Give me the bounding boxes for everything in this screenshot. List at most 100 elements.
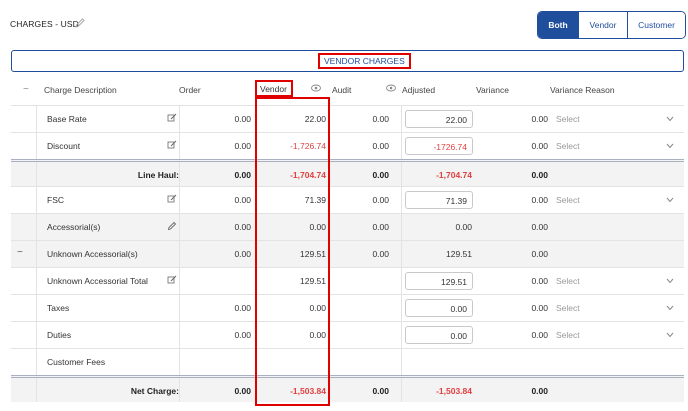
variance-reason-select[interactable]: Select [552,110,678,128]
table-row: Discount 0.00 -1,726.74 0.00 -1726.74 0.… [11,132,684,159]
order-value: 0.00 [234,141,251,151]
charge-description: Unknown Accessorial Total [47,276,148,286]
collapse-all-toggle[interactable]: − [23,84,29,95]
net-charge-label: Net Charge: [130,386,179,396]
vendor-value: 0.00 [309,303,326,313]
variance-reason-select[interactable]: Select [552,137,678,155]
table-header: − Charge Description Order Vendor Audit … [11,76,684,105]
toggle-both[interactable]: Both [538,12,578,38]
audit-value: 0.00 [372,222,389,232]
audit-value: 0.00 [372,141,389,151]
chevron-down-icon [666,332,674,338]
order-value: 0.00 [234,249,251,259]
adjusted-input[interactable]: 0.00 [405,326,473,344]
table-row: FSC 0.00 71.39 0.00 71.39 0.00 Select [11,186,684,213]
collapse-toggle[interactable]: − [17,247,23,258]
order-value: 0.00 [234,195,251,205]
chevron-down-icon [666,278,674,284]
order-value: 0.00 [234,303,251,313]
table-row: Base Rate 0.00 22.00 0.00 22.00 0.00 Sel… [11,105,684,132]
adjusted-input[interactable]: 129.51 [405,272,473,290]
pencil-icon[interactable] [167,221,177,231]
vendor-value: 129.51 [300,249,326,259]
edit-icon[interactable] [167,194,177,204]
variance-value: 0.00 [531,249,548,259]
pencil-icon[interactable] [74,17,86,29]
audit-value: 0.00 [372,386,389,396]
charge-description: Base Rate [47,114,87,124]
order-value: 0.00 [234,330,251,340]
vendor-charges-bar: VENDOR CHARGES [11,50,684,72]
variance-reason-select[interactable]: Select [552,326,678,344]
audit-value: 0.00 [372,249,389,259]
header: CHARGES - USD Both Vendor Customer [0,0,688,50]
order-value: 0.00 [234,222,251,232]
charge-description: Accessorial(s) [47,222,101,232]
col-vendor: Vendor [255,80,293,97]
table-row: Duties 0.00 0.00 0.00 0.00 Select [11,321,684,348]
table-row: − Unknown Accessorial(s) 0.00 129.51 0.0… [11,240,684,267]
table-row: Accessorial(s) 0.00 0.00 0.00 0.00 0.00 [11,213,684,240]
variance-reason-select[interactable]: Select [552,191,678,209]
variance-value: 0.00 [531,330,548,340]
variance-value: 0.00 [531,170,548,180]
order-value: 0.00 [234,386,251,396]
chevron-down-icon [666,116,674,122]
vendor-value: 22.00 [304,114,326,124]
eye-icon[interactable] [311,84,321,92]
variance-value: 0.00 [531,276,548,286]
net-charge-total-row: Net Charge: 0.00 -1,503.84 0.00 -1,503.8… [11,375,684,402]
adjusted-input[interactable]: 22.00 [405,110,473,128]
adjusted-value: 129.51 [446,249,472,259]
order-value: 0.00 [234,114,251,124]
vendor-value: 129.51 [300,276,326,286]
page-title: CHARGES - USD [10,19,79,29]
col-variance: Variance [476,85,509,95]
vendor-value: -1,726.74 [290,141,326,151]
adjusted-value: -1,503.84 [436,386,472,396]
edit-icon[interactable] [167,275,177,285]
chevron-down-icon [666,143,674,149]
table-row: Customer Fees [11,348,684,375]
variance-value: 0.00 [531,222,548,232]
vendor-value: 0.00 [309,330,326,340]
line-haul-total-row: Line Haul: 0.00 -1,704.74 0.00 -1,704.74… [11,159,684,186]
adjusted-input[interactable]: 71.39 [405,191,473,209]
variance-value: 0.00 [531,141,548,151]
charge-description: Duties [47,330,72,340]
variance-reason-select[interactable]: Select [552,272,678,290]
toggle-vendor[interactable]: Vendor [578,12,627,38]
variance-value: 0.00 [531,114,548,124]
table-row: Unknown Accessorial Total 129.51 129.51 … [11,267,684,294]
vendor-column-highlight [255,97,330,406]
view-toggle: Both Vendor Customer [537,11,686,39]
table-row: Taxes 0.00 0.00 0.00 0.00 Select [11,294,684,321]
audit-value: 0.00 [372,195,389,205]
eye-icon[interactable] [386,84,396,92]
variance-value: 0.00 [531,386,548,396]
variance-reason-select[interactable]: Select [552,299,678,317]
charge-description: Taxes [47,303,70,313]
adjusted-input[interactable]: 0.00 [405,299,473,317]
edit-icon[interactable] [167,140,177,150]
col-audit: Audit [332,85,352,95]
audit-value: 0.00 [372,114,389,124]
vendor-value: 0.00 [309,222,326,232]
line-haul-label: Line Haul: [137,170,179,180]
vendor-value: -1,704.74 [290,170,326,180]
col-order: Order [179,85,201,95]
adjusted-value: -1,704.74 [436,170,472,180]
edit-icon[interactable] [167,113,177,123]
vendor-value: -1,503.84 [290,386,326,396]
col-variance-reason: Variance Reason [550,85,615,95]
toggle-customer[interactable]: Customer [627,12,685,38]
chevron-down-icon [666,197,674,203]
order-value: 0.00 [234,170,251,180]
adjusted-value: 0.00 [455,222,472,232]
variance-value: 0.00 [531,303,548,313]
charge-description: Customer Fees [47,357,106,367]
adjusted-input[interactable]: -1726.74 [405,137,473,155]
vendor-value: 71.39 [304,195,326,205]
audit-value: 0.00 [372,170,389,180]
section-label: VENDOR CHARGES [318,53,411,69]
